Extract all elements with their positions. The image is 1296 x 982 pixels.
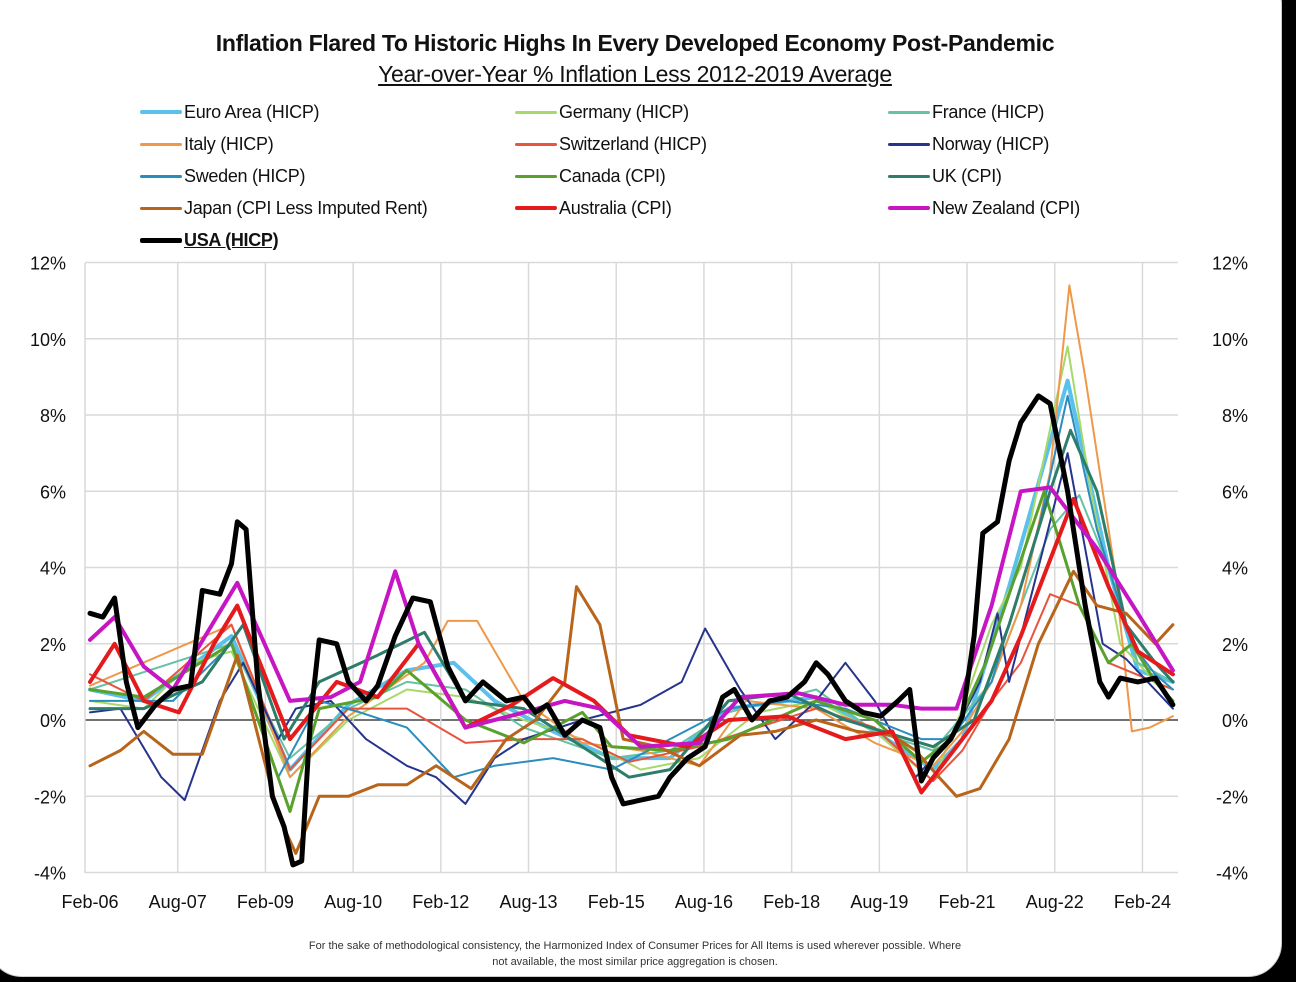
- y-tick-label-left: -2%: [34, 787, 66, 807]
- legend-item: Norway (HICP): [888, 133, 1049, 155]
- legend-label: Canada (CPI): [559, 165, 666, 186]
- y-tick-label-right: 2%: [1222, 635, 1248, 655]
- y-tick-label-right: 12%: [1212, 254, 1248, 274]
- legend-label: New Zealand (CPI): [932, 197, 1080, 218]
- x-tick-label: Feb-15: [588, 892, 645, 912]
- x-tick-label: Aug-07: [149, 892, 207, 912]
- legend-item: Japan (CPI Less Imputed Rent): [140, 197, 428, 219]
- legend-item: UK (CPI): [888, 165, 1002, 187]
- legend-label: Italy (HICP): [184, 133, 274, 154]
- x-tick-label: Aug-10: [324, 892, 382, 912]
- x-tick-label: Aug-22: [1026, 892, 1084, 912]
- legend-label: Norway (HICP): [932, 133, 1050, 154]
- x-tick-label: Feb-24: [1114, 892, 1171, 912]
- legend-item: Italy (HICP): [140, 133, 274, 155]
- y-tick-label-left: 8%: [40, 406, 66, 426]
- legend-item: New Zealand (CPI): [888, 197, 1080, 219]
- y-tick-label-left: 2%: [40, 635, 66, 655]
- y-tick-label-right: -4%: [1216, 864, 1248, 884]
- footnote-line: not available, the most similar price ag…: [492, 956, 778, 968]
- legend-label: France (HICP): [932, 101, 1045, 122]
- x-tick-label: Feb-09: [237, 892, 294, 912]
- y-tick-label-left: -4%: [34, 864, 66, 884]
- legend-item: Canada (CPI): [515, 165, 666, 187]
- series-line-usa-hicp: [87, 393, 1176, 868]
- y-tick-label-right: 10%: [1212, 330, 1248, 350]
- legend-label: USA (HICP): [184, 229, 279, 250]
- legend-label: Switzerland (HICP): [559, 133, 707, 154]
- legend-label: UK (CPI): [932, 165, 1002, 186]
- series-line-uk-cpi: [88, 428, 1175, 779]
- legend-label: Australia (CPI): [559, 197, 672, 218]
- x-tick-label: Aug-13: [500, 892, 558, 912]
- legend-swatch: [140, 206, 182, 210]
- legend-item: Sweden (HICP): [140, 165, 305, 187]
- chart-title: Inflation Flared To Historic Highs In Ev…: [215, 30, 1055, 56]
- series-line-germany-hicp: [89, 345, 1174, 782]
- footnote: For the sake of methodological consisten…: [0, 938, 1270, 970]
- series-line-new-zealand-cpi: [88, 485, 1175, 749]
- y-tick-label-left: 4%: [40, 559, 66, 579]
- x-tick-label: Feb-21: [939, 892, 996, 912]
- y-tick-label-left: 0%: [40, 711, 66, 731]
- legend-swatch: [515, 110, 557, 114]
- x-tick-label: Feb-12: [412, 892, 469, 912]
- legend-swatch: [888, 174, 930, 178]
- footnote-line: For the sake of methodological consisten…: [308, 940, 962, 952]
- x-tick-label: Feb-06: [61, 892, 118, 912]
- x-tick-label: Aug-19: [850, 892, 908, 912]
- legend-swatch: [140, 110, 182, 114]
- x-tick-label: Aug-16: [675, 892, 733, 912]
- legend-label: Sweden (HICP): [184, 165, 306, 186]
- legend-swatch: [140, 142, 182, 146]
- legend-swatch: [515, 206, 557, 210]
- y-tick-label-left: 10%: [30, 330, 66, 350]
- y-tick-label-right: 0%: [1222, 711, 1248, 731]
- legend-swatch: [515, 174, 557, 178]
- legend-label: Germany (HICP): [559, 101, 689, 122]
- chart-subtitle: Year-over-Year % Inflation Less 2012-201…: [378, 61, 892, 87]
- series-line-switzerland-hicp: [89, 593, 1174, 782]
- y-tick-label-right: 6%: [1222, 482, 1248, 502]
- legend-item: Euro Area (HICP): [140, 101, 320, 123]
- legend-swatch: [140, 174, 182, 178]
- legend-swatch: [140, 237, 182, 243]
- y-tick-label-right: -2%: [1216, 787, 1248, 807]
- y-tick-label-right: 8%: [1222, 406, 1248, 426]
- legend-swatch: [888, 110, 930, 114]
- legend-swatch: [888, 206, 930, 210]
- y-tick-label-left: 6%: [40, 482, 66, 502]
- legend-item: Switzerland (HICP): [515, 133, 707, 155]
- legend-item: Germany (HICP): [515, 101, 689, 123]
- legend-item: France (HICP): [888, 101, 1044, 123]
- y-tick-label-left: 12%: [30, 254, 66, 274]
- legend-swatch: [515, 142, 557, 146]
- x-tick-label: Feb-18: [763, 892, 820, 912]
- legend-label: Japan (CPI Less Imputed Rent): [184, 197, 428, 218]
- legend-label: Euro Area (HICP): [184, 101, 320, 122]
- legend-item: Australia (CPI): [515, 197, 672, 219]
- legend-swatch: [888, 142, 930, 146]
- y-tick-label-right: 4%: [1222, 559, 1248, 579]
- legend-item: USA (HICP): [140, 229, 279, 251]
